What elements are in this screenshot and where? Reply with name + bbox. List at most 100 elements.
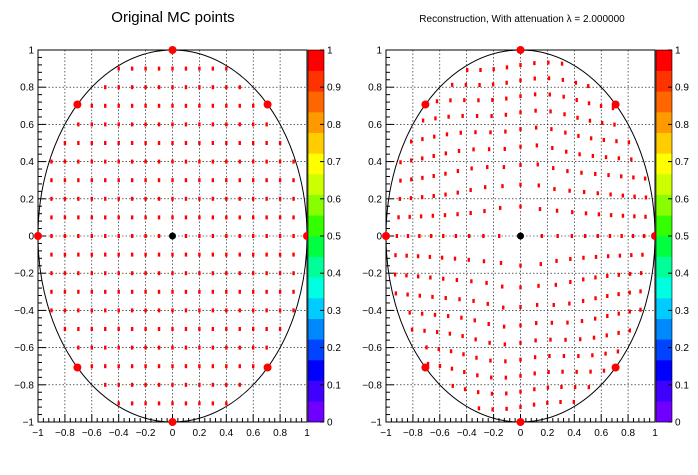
- y-tick-label: −0.6: [14, 343, 34, 354]
- data-point: [602, 137, 606, 142]
- data-point: [117, 66, 120, 71]
- data-point: [420, 311, 424, 316]
- data-point: [445, 132, 449, 137]
- data-point: [184, 103, 188, 108]
- data-point: [117, 382, 120, 387]
- data-point: [198, 122, 201, 127]
- data-point: [184, 178, 188, 183]
- y-tick-label: −0.4: [362, 306, 382, 317]
- data-point: [408, 214, 411, 219]
- data-point: [568, 188, 571, 193]
- data-point: [238, 103, 241, 108]
- data-point: [599, 104, 603, 109]
- data-point: [533, 61, 536, 66]
- z-tick-label: 0.3: [327, 306, 341, 317]
- palette-swatch: [308, 153, 324, 175]
- data-point: [630, 157, 633, 162]
- data-point: [564, 130, 567, 135]
- data-point: [609, 192, 612, 197]
- data-point: [473, 318, 476, 323]
- data-point: [576, 115, 579, 120]
- data-point: [594, 171, 597, 176]
- data-point: [470, 166, 473, 171]
- data-point: [628, 309, 631, 314]
- boundary-marker: [168, 46, 177, 54]
- data-point: [144, 401, 147, 406]
- data-point: [278, 234, 282, 238]
- data-point: [423, 328, 426, 333]
- data-point: [171, 308, 174, 313]
- data-point: [566, 169, 569, 174]
- data-point: [278, 215, 282, 220]
- data-point: [184, 66, 188, 71]
- data-point: [265, 327, 268, 331]
- x-tick-label: 1: [304, 428, 310, 439]
- data-point: [157, 178, 161, 183]
- z-tick-label: 1: [327, 46, 333, 57]
- z-tick-label: 0: [327, 418, 333, 429]
- palette-swatch: [308, 256, 324, 278]
- data-point: [550, 127, 553, 132]
- data-point: [561, 369, 564, 374]
- data-point: [474, 130, 477, 135]
- chart-panel-1: Original MC points −1−1 −0.8 −0.8 −0.6 −0.6 −0…: [14, 9, 341, 439]
- data-point: [130, 345, 134, 350]
- data-point: [104, 289, 107, 294]
- data-point: [104, 234, 107, 238]
- data-point: [77, 178, 80, 183]
- y-tick-label: −1: [371, 418, 383, 429]
- data-point: [211, 215, 215, 220]
- data-point: [519, 163, 522, 168]
- z-tick-label: 0.8: [327, 120, 341, 131]
- data-point: [225, 196, 228, 201]
- data-point: [104, 308, 107, 313]
- data-point: [631, 234, 635, 238]
- data-point: [63, 215, 67, 220]
- data-point: [157, 215, 161, 220]
- data-point: [225, 308, 228, 313]
- data-point: [184, 289, 188, 294]
- data-point: [606, 294, 609, 299]
- data-point: [225, 159, 228, 164]
- center-marker: [169, 232, 176, 240]
- z-tick-label: 0.3: [675, 306, 689, 317]
- data-point: [238, 289, 241, 294]
- data-point: [552, 166, 555, 171]
- data-point: [519, 110, 522, 115]
- data-point: [491, 82, 495, 87]
- data-point: [157, 196, 161, 201]
- data-point: [587, 385, 591, 390]
- data-point: [549, 109, 552, 114]
- data-point: [393, 272, 397, 277]
- data-point: [171, 345, 174, 350]
- data-point: [252, 122, 255, 127]
- data-point: [575, 97, 578, 102]
- data-point: [451, 383, 454, 388]
- data-point: [90, 345, 93, 350]
- data-point: [292, 234, 295, 238]
- data-point: [519, 404, 522, 409]
- data-point: [184, 401, 188, 406]
- data-point: [490, 391, 494, 396]
- data-point: [211, 382, 215, 387]
- data-point: [63, 159, 67, 164]
- data-point: [501, 184, 504, 189]
- z-tick-label: 0.6: [675, 194, 689, 205]
- data-point: [499, 205, 502, 210]
- data-point: [292, 178, 295, 183]
- data-point: [292, 196, 295, 201]
- data-point: [519, 357, 522, 362]
- data-point: [252, 308, 255, 313]
- data-point: [77, 215, 80, 220]
- data-point: [198, 66, 201, 71]
- z-tick-label: 0.7: [327, 157, 341, 168]
- data-point: [104, 141, 107, 145]
- data-point: [628, 271, 632, 276]
- data-point: [540, 234, 544, 238]
- data-point: [211, 66, 215, 71]
- data-point: [562, 94, 565, 99]
- data-point: [569, 256, 572, 261]
- data-point: [639, 289, 642, 294]
- data-point: [505, 96, 508, 101]
- z-tick-label: 0.9: [675, 83, 689, 94]
